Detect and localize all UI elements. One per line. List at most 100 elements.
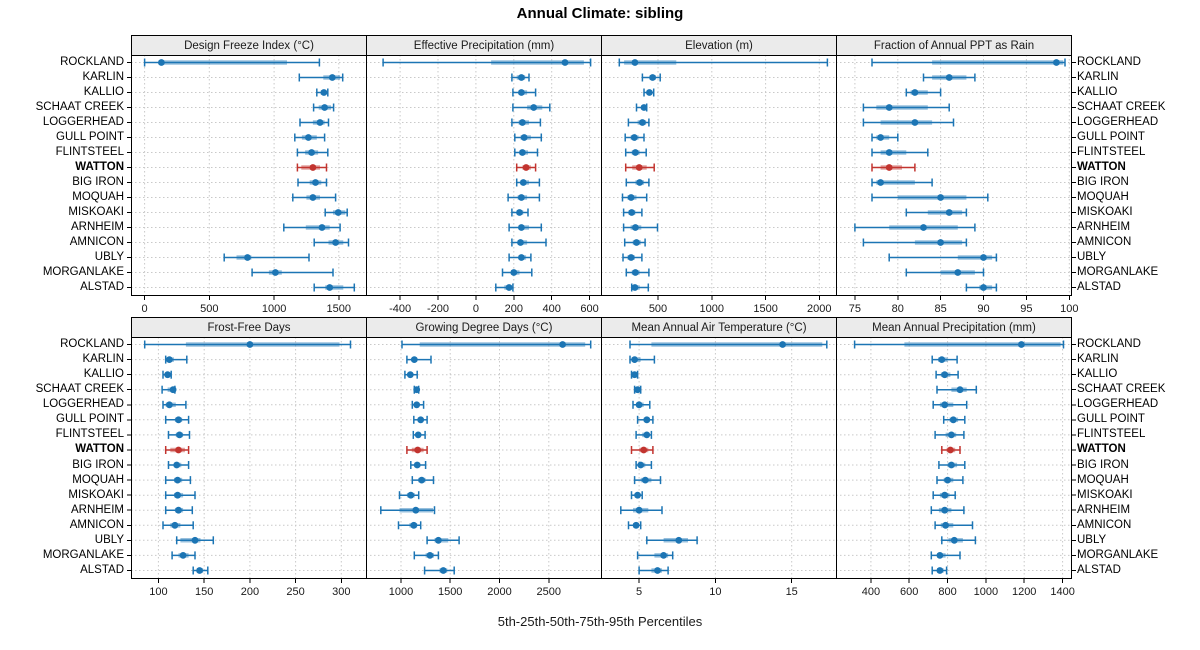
svg-text:500: 500	[200, 303, 218, 315]
station-label-left: FLINTSTEEL	[55, 146, 124, 158]
percentile-row	[625, 178, 650, 187]
svg-text:90: 90	[977, 303, 989, 315]
station-label-right: WATTON	[1077, 161, 1126, 173]
station-label-left: UBLY	[94, 251, 124, 263]
station-label-right: AMNICON	[1077, 518, 1132, 531]
percentile-row	[406, 355, 432, 364]
percentile-row	[401, 340, 592, 349]
station-label-left: WATTON	[75, 161, 124, 173]
percentile-row	[621, 193, 648, 202]
percentile-row	[622, 208, 643, 217]
station-label-left: MORGANLAKE	[42, 548, 124, 561]
svg-text:0: 0	[473, 303, 479, 315]
svg-text:800: 800	[938, 586, 956, 598]
station-label-left: MISKOAKI	[68, 206, 124, 218]
percentile-row	[932, 491, 956, 500]
row-ticks	[1072, 62, 1076, 288]
svg-text:1200: 1200	[1012, 586, 1036, 598]
station-label-right: UBLY	[1077, 533, 1107, 546]
x-axis-labels: 500 1000 1500 2000	[649, 303, 832, 315]
station-label-right: MOQUAH	[1077, 191, 1129, 203]
percentile-row	[635, 461, 653, 469]
station-label-right: GULL POINT	[1077, 131, 1145, 143]
station-label-left: GULL POINT	[56, 131, 124, 143]
percentile-row	[411, 476, 435, 485]
station-label-right: MISKOAKI	[1077, 488, 1133, 501]
svg-text:1000: 1000	[700, 303, 724, 315]
percentile-row	[629, 340, 828, 349]
percentile-row	[965, 283, 998, 292]
station-label-right: FLINTSTEEL	[1077, 146, 1146, 158]
percentile-row	[164, 355, 188, 364]
percentile-row	[942, 415, 966, 424]
percentile-row	[620, 506, 663, 515]
station-label-right: SCHAAT CREEK	[1077, 101, 1166, 113]
percentile-row	[511, 208, 529, 217]
percentile-row	[167, 461, 190, 469]
chart-title: Annual Climate: sibling	[516, 5, 684, 22]
svg-text:1000: 1000	[974, 586, 998, 598]
percentile-row	[511, 73, 530, 82]
gridlines	[366, 55, 601, 295]
svg-text:250: 250	[286, 586, 304, 598]
station-label-left: KARLIN	[82, 353, 124, 366]
x-axis	[854, 296, 1070, 300]
percentile-row	[495, 283, 514, 292]
station-label-right: ALSTAD	[1077, 281, 1121, 293]
station-label-left: BIG IRON	[72, 176, 124, 188]
percentile-row	[932, 400, 968, 409]
gridlines	[601, 55, 836, 295]
percentile-row	[632, 400, 651, 409]
station-label-right: ROCKLAND	[1077, 338, 1141, 351]
percentile-row	[630, 446, 654, 454]
svg-text:1400: 1400	[1050, 586, 1074, 598]
percentile-row	[411, 400, 425, 409]
panel-plot: 500 1000 1500 2000	[601, 55, 837, 315]
percentile-row	[853, 340, 1065, 349]
station-label-left: MISKOAKI	[68, 488, 124, 501]
percentile-row	[406, 446, 428, 454]
percentile-row	[164, 491, 196, 500]
panel-plot: 100 150 200 250 300	[127, 337, 367, 598]
panel-strip-title: Fraction of Annual PPT as Rain	[836, 35, 1072, 56]
x-axis	[870, 579, 1064, 583]
row-ticks	[127, 62, 131, 288]
percentile-row	[296, 163, 328, 172]
percentile-row	[410, 461, 427, 469]
percentile-row	[164, 476, 192, 485]
station-label-right: ARNHEIM	[1077, 221, 1131, 233]
percentile-row	[512, 88, 537, 97]
percentile-row	[871, 178, 933, 187]
percentile-row	[905, 268, 985, 277]
percentile-row	[501, 268, 533, 277]
percentile-row	[511, 238, 547, 247]
station-label-right: MOQUAH	[1077, 473, 1129, 486]
station-label-right: KALLIO	[1077, 368, 1118, 381]
percentile-row	[934, 521, 974, 530]
axis-caption: 5th-25th-50th-75th-95th Percentiles	[497, 614, 703, 629]
station-label-left: LOGGERHEAD	[42, 116, 124, 128]
svg-text:400: 400	[543, 303, 561, 315]
percentile-row	[938, 461, 966, 469]
percentile-row	[636, 415, 654, 424]
percentile-row	[618, 58, 829, 67]
percentile-row	[413, 385, 421, 394]
station-label-left: BIG IRON	[72, 458, 124, 471]
station-label-right: SCHAAT CREEK	[1077, 383, 1166, 396]
percentile-row	[630, 491, 643, 500]
percentile-row	[143, 58, 321, 67]
percentile-row	[625, 268, 650, 277]
x-axis-labels: 400 600 800 1000 1200 1400	[862, 586, 1075, 598]
x-axis	[399, 296, 591, 300]
percentile-row	[164, 506, 194, 515]
percentile-row	[164, 446, 190, 454]
station-label-left: KARLIN	[82, 71, 124, 83]
percentile-row	[641, 73, 661, 82]
panel-border	[366, 337, 602, 579]
svg-text:600: 600	[900, 586, 918, 598]
percentile-row	[871, 148, 929, 157]
panel-plot: 0 500 1000 1500	[127, 55, 367, 315]
percentile-row	[192, 566, 209, 575]
percentile-row	[931, 355, 958, 364]
